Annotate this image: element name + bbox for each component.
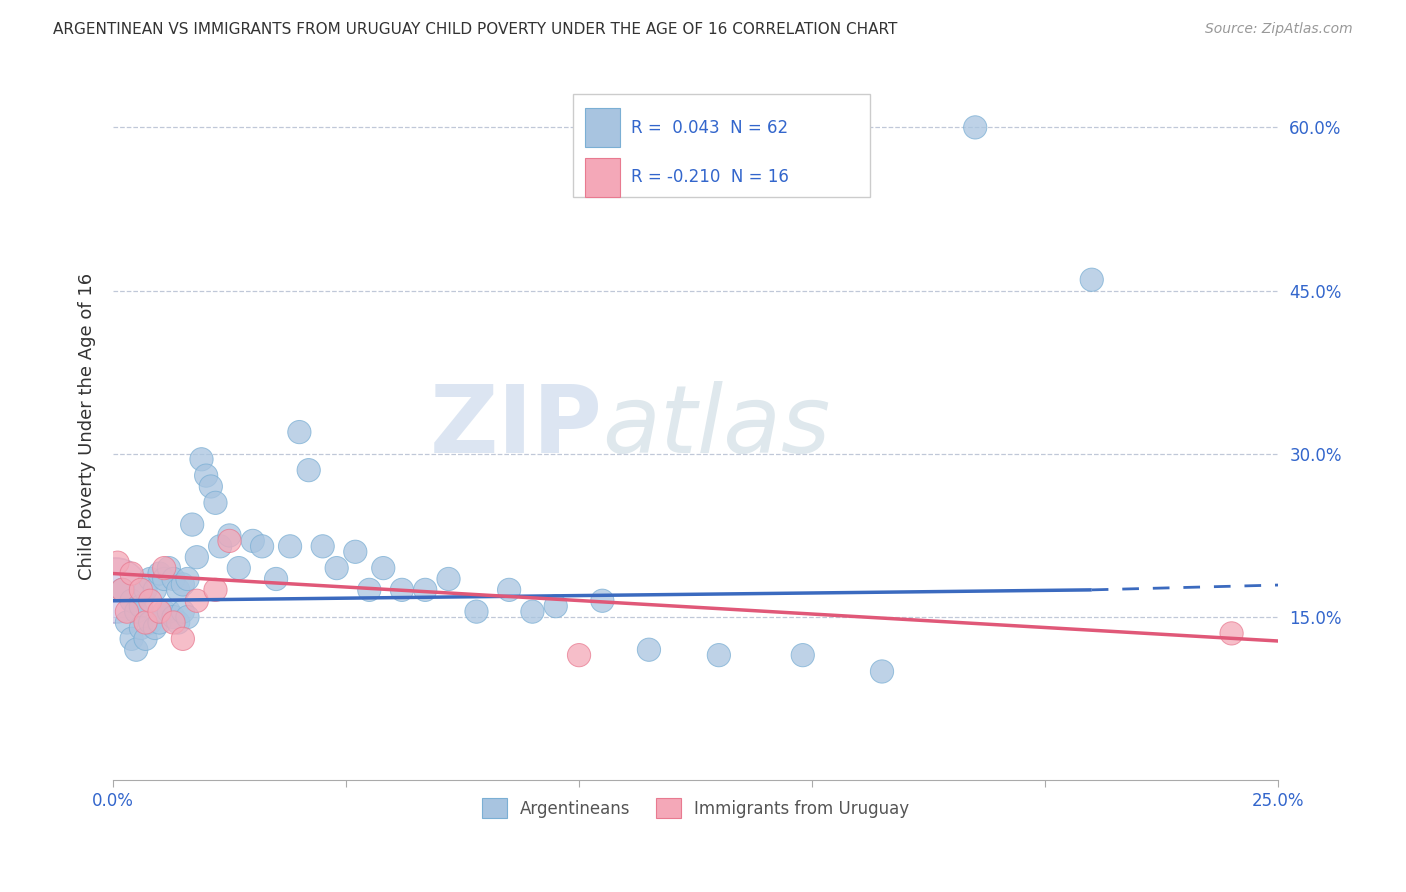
Legend: Argentineans, Immigrants from Uruguay: Argentineans, Immigrants from Uruguay	[475, 791, 915, 825]
Argentineans	[153, 572, 176, 586]
Immigrants from Uruguay	[148, 605, 170, 619]
Immigrants from Uruguay	[218, 533, 240, 548]
Argentineans	[437, 572, 460, 586]
Argentineans	[162, 572, 184, 586]
Immigrants from Uruguay	[186, 593, 208, 607]
Argentineans	[172, 605, 194, 619]
Argentineans	[312, 539, 335, 553]
Argentineans	[1080, 273, 1102, 287]
Argentineans	[157, 561, 180, 575]
Argentineans	[413, 582, 436, 597]
Immigrants from Uruguay	[111, 582, 134, 597]
Immigrants from Uruguay	[121, 566, 143, 581]
Argentineans	[176, 572, 198, 586]
Argentineans	[204, 496, 226, 510]
Argentineans	[228, 561, 250, 575]
Argentineans	[544, 599, 567, 614]
Argentineans	[465, 605, 488, 619]
Immigrants from Uruguay	[135, 615, 157, 630]
Bar	[585, 108, 620, 147]
Immigrants from Uruguay	[568, 648, 591, 662]
Argentineans	[186, 550, 208, 565]
Argentineans	[176, 610, 198, 624]
Argentineans	[121, 632, 143, 646]
Immigrants from Uruguay	[129, 582, 152, 597]
Argentineans	[129, 621, 152, 635]
Immigrants from Uruguay	[115, 605, 138, 619]
Argentineans	[218, 528, 240, 542]
Argentineans	[325, 561, 347, 575]
Argentineans	[344, 545, 367, 559]
Immigrants from Uruguay	[204, 582, 226, 597]
Argentineans	[157, 605, 180, 619]
Bar	[585, 158, 620, 197]
Argentineans	[200, 479, 222, 493]
Argentineans	[242, 533, 264, 548]
FancyBboxPatch shape	[574, 95, 870, 197]
Argentineans	[278, 539, 301, 553]
Argentineans	[125, 605, 148, 619]
Immigrants from Uruguay	[153, 561, 176, 575]
Argentineans	[148, 615, 170, 630]
Argentineans	[250, 539, 273, 553]
Argentineans	[129, 599, 152, 614]
Argentineans	[111, 582, 134, 597]
Argentineans	[167, 615, 190, 630]
Argentineans	[591, 593, 613, 607]
Argentineans	[135, 582, 157, 597]
Argentineans	[298, 463, 321, 477]
Argentineans	[153, 605, 176, 619]
Text: R = -0.210  N = 16: R = -0.210 N = 16	[631, 169, 789, 186]
Argentineans	[172, 577, 194, 591]
Argentineans	[181, 517, 204, 532]
Argentineans	[359, 582, 381, 597]
Argentineans	[143, 582, 166, 597]
Immigrants from Uruguay	[172, 632, 194, 646]
Immigrants from Uruguay	[1220, 626, 1243, 640]
Text: Source: ZipAtlas.com: Source: ZipAtlas.com	[1205, 22, 1353, 37]
Text: ARGENTINEAN VS IMMIGRANTS FROM URUGUAY CHILD POVERTY UNDER THE AGE OF 16 CORRELA: ARGENTINEAN VS IMMIGRANTS FROM URUGUAY C…	[53, 22, 898, 37]
Argentineans	[391, 582, 413, 597]
Argentineans	[148, 566, 170, 581]
Argentineans	[965, 120, 987, 135]
Argentineans	[162, 610, 184, 624]
Y-axis label: Child Poverty Under the Age of 16: Child Poverty Under the Age of 16	[79, 273, 96, 580]
Argentineans	[139, 572, 162, 586]
Argentineans	[209, 539, 232, 553]
Text: R =  0.043  N = 62: R = 0.043 N = 62	[631, 119, 789, 136]
Argentineans	[373, 561, 395, 575]
Argentineans	[143, 621, 166, 635]
Immigrants from Uruguay	[139, 593, 162, 607]
Text: atlas: atlas	[602, 381, 831, 472]
Argentineans	[638, 642, 661, 657]
Argentineans	[167, 582, 190, 597]
Argentineans	[139, 615, 162, 630]
Argentineans	[870, 665, 893, 679]
Argentineans	[121, 593, 143, 607]
Argentineans	[195, 468, 218, 483]
Text: ZIP: ZIP	[429, 381, 602, 473]
Argentineans	[264, 572, 287, 586]
Argentineans	[125, 642, 148, 657]
Point	[104, 582, 127, 597]
Argentineans	[115, 615, 138, 630]
Argentineans	[190, 452, 212, 467]
Argentineans	[792, 648, 814, 662]
Argentineans	[498, 582, 520, 597]
Argentineans	[288, 425, 311, 439]
Argentineans	[522, 605, 544, 619]
Immigrants from Uruguay	[107, 556, 129, 570]
Immigrants from Uruguay	[162, 615, 184, 630]
Argentineans	[707, 648, 730, 662]
Argentineans	[135, 632, 157, 646]
